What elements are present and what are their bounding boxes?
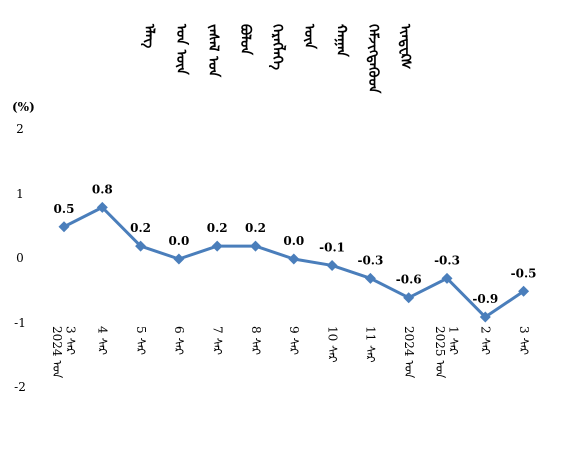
x-tick-label: 2 ᠰᠠᠷ [478, 326, 493, 356]
data-label: -0.9 [472, 292, 498, 306]
title-column: ᠦᠨ [301, 24, 317, 50]
data-label: -0.3 [434, 253, 460, 267]
x-tick-label: 2024 ᠣᠨ [401, 326, 416, 379]
data-label: 0.0 [283, 234, 304, 248]
title-column: ᠡᠯᠡᠭ [141, 24, 157, 49]
x-tick-label: 6 ᠰᠠᠷ [171, 326, 187, 356]
data-label: -0.6 [396, 273, 422, 287]
data-point [135, 240, 147, 252]
data-point [479, 311, 491, 323]
x-tick-label-line: 2024 ᠣᠨ [49, 326, 64, 379]
title-column: ᠵᠠᠰᠠᠯ ᠤᠨ [205, 24, 221, 78]
data-point [326, 259, 338, 271]
x-tick-label-line: 2024 ᠣᠨ [401, 326, 416, 379]
data-point [58, 221, 70, 233]
x-tick-label: 8 ᠰᠠᠷ [248, 326, 263, 356]
x-tick-label-line: 6 ᠰᠠᠷ [172, 326, 187, 356]
x-tick-label-line: 3 ᠰᠠᠷ [63, 326, 78, 356]
data-label: 0.8 [92, 182, 113, 196]
x-tick-label: 10 ᠰᠠᠷ [325, 326, 339, 363]
y-tick-label: 2 [16, 122, 24, 136]
data-label: 0.2 [245, 221, 266, 235]
data-label: 0.2 [207, 221, 228, 235]
x-tick-label-line: 10 ᠰᠠᠷ [325, 326, 340, 363]
title-column: ᠬᠡᠮᠵᠢᠭᠳᠡᠭᠦᠦᠨ [365, 24, 381, 94]
x-tick-label-line: 2 ᠰᠠᠷ [478, 326, 493, 356]
x-tick-label-line: 3 ᠰᠠᠷ [516, 326, 531, 356]
y-tick-label: -1 [14, 315, 26, 330]
x-tick-label-line: 7 ᠰᠠᠷ [210, 326, 225, 356]
x-tick-label-line: 1 ᠰᠠᠷ [446, 326, 461, 356]
data-point [288, 253, 300, 265]
x-tick-label: 2025 ᠣᠨ 1 ᠰᠠᠷ [432, 326, 461, 379]
x-tick-label-line: 5 ᠰᠠᠷ [133, 326, 148, 356]
title-column: ᠢᠨᠳᠧᠺᠰ [397, 24, 413, 70]
data-label: 0.5 [54, 202, 75, 216]
data-label: -0.1 [319, 240, 345, 254]
data-label: -0.3 [357, 253, 383, 267]
data-label: 0.0 [168, 234, 189, 248]
x-tick-label: 11 ᠰᠠᠷ [363, 326, 378, 363]
data-point [518, 285, 530, 297]
x-tick-label-line: 4 ᠰᠠᠷ [95, 326, 110, 356]
y-axis-unit: (%) [12, 100, 35, 114]
data-label: 0.2 [130, 221, 151, 235]
x-tick-label-line: 11 ᠰᠠᠷ [363, 326, 378, 363]
data-point [211, 240, 223, 252]
title-column: ᠪᠤᠯᠤᠨ [237, 24, 253, 56]
y-tick-label: 1 [16, 186, 24, 201]
title-column: ᠬᠠᠭᠠᠨ [333, 24, 349, 57]
data-label: -0.5 [511, 266, 537, 280]
x-tick-label: 9 ᠰᠠᠷ [286, 326, 302, 356]
data-point [250, 240, 261, 252]
title-column: ᠬᠡᠷᠡᠭᠯᠡᠭᠡ [269, 24, 285, 70]
data-point [173, 253, 185, 265]
data-point [364, 272, 376, 284]
x-tick-label-line: 8 ᠰᠠᠷ [248, 326, 263, 356]
y-tick-label: 0 [16, 251, 24, 265]
x-tick-label: 3 ᠰᠠᠷ [516, 326, 531, 356]
data-point [441, 272, 453, 284]
data-point [403, 292, 415, 304]
y-tick-label: -2 [14, 380, 26, 394]
data-point [96, 201, 108, 213]
x-tick-label-line: 9 ᠰᠠᠷ [287, 326, 302, 356]
x-tick-label-line: 2025 ᠣᠨ [432, 326, 447, 379]
x-tick-label: 2024 ᠣᠨ 3 ᠰᠠᠷ [49, 326, 78, 379]
x-tick-label: 5 ᠰᠠᠷ [133, 326, 148, 356]
x-tick-label: 7 ᠰᠠᠷ [210, 326, 224, 355]
title-column: ᠡᠳ ᠦᠨ [173, 24, 189, 75]
x-tick-label: 4 ᠰᠠᠷ [95, 326, 110, 356]
